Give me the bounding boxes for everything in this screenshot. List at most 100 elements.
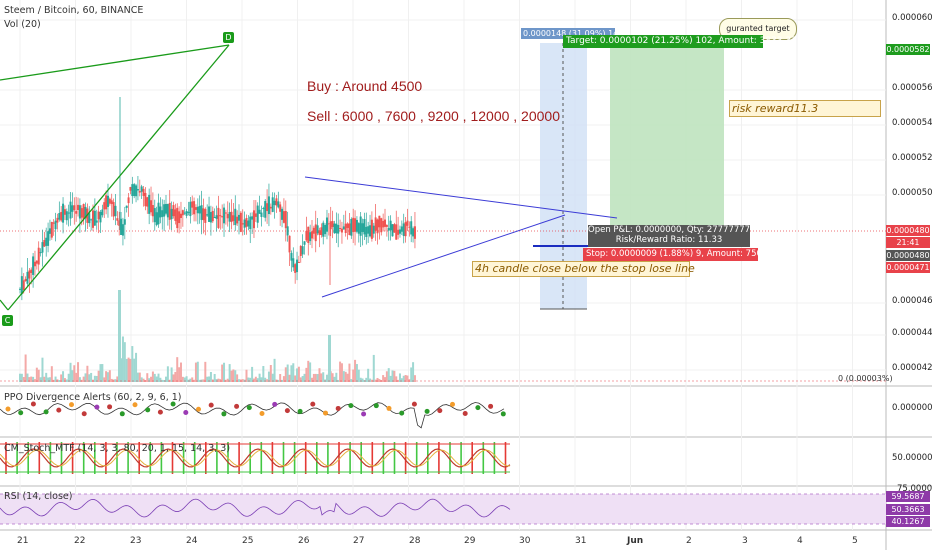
candle-body bbox=[140, 186, 143, 192]
trend-line bbox=[7, 44, 230, 311]
ppo-marker bbox=[488, 403, 494, 409]
candle-body bbox=[77, 204, 80, 211]
stoch-legend[interactable]: CM_Stoch_MTF (14, 3, 3, 80, 20, 1, 15, 1… bbox=[4, 443, 231, 454]
candle-body bbox=[183, 212, 186, 214]
stop-rule-note[interactable]: 4h candle close below the stop lose line bbox=[472, 261, 695, 277]
volume-bar bbox=[307, 360, 310, 382]
candle-body bbox=[43, 240, 46, 247]
symbol-legend[interactable]: Steem / Bitcoin, 60, BINANCE bbox=[4, 5, 144, 16]
ppo-marker bbox=[18, 410, 24, 416]
rsi-axis-label: 75.0000 bbox=[897, 484, 932, 494]
volume-bar bbox=[133, 358, 136, 382]
volume-bar bbox=[322, 372, 325, 382]
volume-bar bbox=[410, 367, 413, 382]
candle-body bbox=[400, 226, 403, 232]
risk-reward-note[interactable]: risk reward11.3 bbox=[729, 100, 881, 117]
volume-bar bbox=[346, 373, 349, 382]
sell-note[interactable]: Sell : 6000 , 7600 , 9200 , 12000 , 2000… bbox=[307, 108, 560, 124]
candle-body bbox=[97, 211, 100, 220]
volume-bar bbox=[258, 373, 261, 382]
ppo-marker bbox=[335, 405, 341, 411]
volume-bar bbox=[245, 369, 248, 382]
volume-bar bbox=[230, 370, 233, 382]
time-tick: 28 bbox=[409, 536, 421, 546]
candle-body bbox=[56, 217, 59, 223]
volume-bar bbox=[378, 379, 381, 382]
candle-body bbox=[219, 215, 222, 217]
candle-body bbox=[189, 201, 192, 217]
candle-body bbox=[318, 230, 321, 236]
candle-body bbox=[258, 209, 261, 214]
candle-body bbox=[361, 223, 364, 232]
position-summary[interactable]: Open P&L: 0.0000000, Qty: 277777777 Risk… bbox=[588, 225, 756, 247]
stop-label[interactable]: Stop: 0.0000009 (1.88%) 9, Amount: 750 bbox=[583, 248, 762, 261]
volume-bar bbox=[208, 376, 211, 382]
ppo-marker bbox=[437, 408, 443, 414]
candle-body bbox=[88, 213, 91, 224]
candle-body bbox=[50, 222, 53, 238]
volume-bar bbox=[412, 362, 415, 382]
candle-body bbox=[84, 206, 87, 219]
volume-bar bbox=[150, 376, 153, 382]
candle-body bbox=[78, 205, 81, 219]
candle-body bbox=[252, 210, 255, 229]
volume-legend[interactable]: Vol (20) bbox=[4, 19, 41, 30]
volume-bar bbox=[86, 365, 89, 382]
candle-body bbox=[372, 225, 375, 234]
stoch-axis-label: 50.0000000 bbox=[892, 453, 932, 463]
ppo-marker bbox=[386, 405, 392, 411]
candle-body bbox=[35, 260, 38, 264]
point-c-label[interactable]: C bbox=[2, 315, 13, 326]
candle-body bbox=[187, 211, 190, 213]
volume-bar bbox=[22, 377, 25, 382]
candle-body bbox=[269, 206, 272, 209]
volume-bar bbox=[382, 375, 385, 382]
candle-body bbox=[206, 214, 209, 216]
volume-bar bbox=[337, 379, 340, 382]
volume-bar bbox=[404, 374, 407, 382]
candle-body bbox=[99, 211, 102, 223]
point-d-label[interactable]: D bbox=[223, 32, 234, 43]
candle-body bbox=[346, 223, 349, 228]
volume-bar bbox=[370, 379, 373, 382]
buy-note[interactable]: Buy : Around 4500 bbox=[307, 78, 423, 94]
volume-bar bbox=[333, 376, 336, 382]
volume-bar bbox=[123, 342, 126, 382]
volume-bar bbox=[342, 371, 345, 382]
volume-bar bbox=[284, 367, 287, 382]
candle-body bbox=[273, 200, 276, 206]
volume-bar bbox=[266, 379, 269, 382]
candle-body bbox=[325, 217, 328, 232]
volume-bar bbox=[131, 346, 134, 382]
candle-body bbox=[105, 195, 108, 210]
volume-bar bbox=[127, 357, 130, 382]
volume-bar bbox=[352, 369, 355, 382]
candle-body bbox=[168, 202, 171, 220]
rsi-legend[interactable]: RSI (14, close) bbox=[4, 491, 73, 502]
candle-body bbox=[402, 223, 405, 236]
volume-bar bbox=[369, 378, 372, 382]
triangle-upper bbox=[304, 176, 618, 219]
time-tick: 30 bbox=[519, 536, 531, 546]
volume-bar bbox=[28, 377, 31, 382]
volume-bar bbox=[223, 362, 226, 382]
volume-bar bbox=[138, 372, 141, 382]
candle-body bbox=[215, 215, 218, 219]
volume-bar bbox=[194, 362, 197, 382]
volume-bar bbox=[56, 379, 59, 382]
ppo-legend[interactable]: PPO Divergence Alerts (60, 2, 9, 6, 1) bbox=[4, 392, 182, 403]
volume-bar bbox=[260, 377, 263, 382]
candle-body bbox=[133, 184, 136, 197]
target-label[interactable]: Target: 0.0000102 (21.25%) 102, Amount: … bbox=[563, 35, 797, 48]
candle-body bbox=[106, 195, 109, 207]
ppo-marker bbox=[43, 409, 49, 415]
rsi-line bbox=[0, 498, 511, 518]
candle-body bbox=[103, 202, 106, 210]
candle-body bbox=[230, 211, 233, 223]
ppo-marker bbox=[132, 402, 138, 408]
candle-body bbox=[54, 220, 57, 230]
candle-body bbox=[142, 188, 145, 196]
